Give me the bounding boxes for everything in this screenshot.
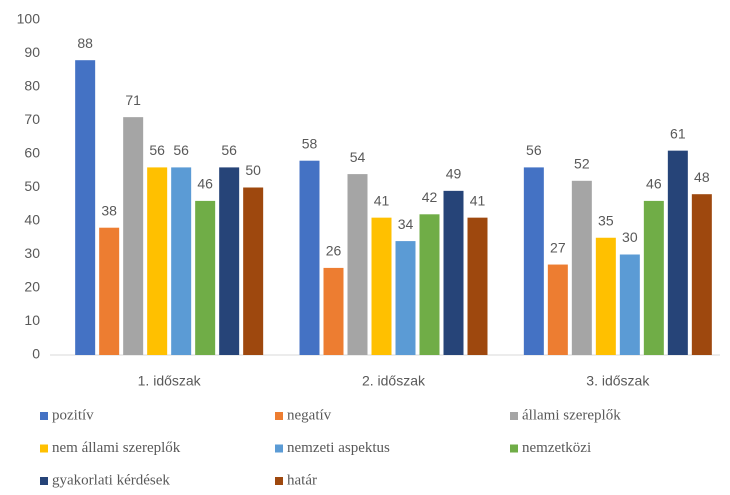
x-tick-label: 3. időszak (586, 373, 650, 389)
data-label: 52 (574, 156, 590, 172)
legend-label: gyakorlati kérdések (52, 472, 170, 488)
y-tick-label: 0 (32, 346, 40, 362)
legend-swatch (510, 412, 518, 420)
bar (323, 267, 344, 355)
data-label: 30 (622, 229, 638, 245)
legend-label: határ (287, 472, 317, 488)
data-label: 46 (646, 176, 662, 192)
data-label: 41 (374, 192, 390, 208)
bar (99, 227, 120, 355)
data-label: 34 (398, 216, 414, 232)
data-label: 56 (173, 142, 189, 158)
legend-swatch (40, 412, 48, 420)
data-label: 56 (221, 142, 237, 158)
legend-label: nem állami szereplők (52, 440, 181, 456)
y-tick-label: 100 (17, 11, 41, 27)
bar (691, 194, 712, 355)
x-tick-label: 2. időszak (362, 373, 426, 389)
legend-swatch (275, 412, 283, 420)
bar (243, 187, 264, 355)
bar (195, 200, 216, 355)
data-label: 56 (526, 142, 542, 158)
y-tick-label: 70 (24, 111, 40, 127)
bar (667, 150, 688, 355)
bar (595, 237, 616, 355)
y-tick-label: 10 (24, 312, 40, 328)
data-label: 58 (302, 135, 318, 151)
bar (571, 180, 592, 355)
legend-swatch (275, 477, 283, 485)
data-label: 48 (694, 169, 710, 185)
data-label: 26 (326, 243, 342, 259)
y-tick-label: 50 (24, 178, 40, 194)
data-label: 42 (422, 189, 438, 205)
bar (299, 160, 320, 355)
y-tick-label: 40 (24, 212, 40, 228)
data-label: 41 (470, 192, 486, 208)
y-tick-label: 90 (24, 44, 40, 60)
data-label: 88 (77, 35, 93, 51)
bar (547, 264, 568, 355)
y-tick-label: 20 (24, 279, 40, 295)
data-label: 54 (350, 149, 366, 165)
data-label: 27 (550, 239, 566, 255)
bar (443, 190, 464, 355)
data-label: 56 (149, 142, 165, 158)
bar (467, 217, 488, 355)
y-tick-label: 60 (24, 145, 40, 161)
bar (171, 167, 192, 355)
legend-swatch (510, 444, 518, 453)
bar (219, 167, 240, 355)
y-tick-label: 30 (24, 245, 40, 261)
bar (347, 174, 368, 355)
data-label: 49 (446, 166, 462, 182)
legend-label: pozitív (52, 407, 94, 423)
bar (147, 167, 168, 355)
legend-swatch (40, 444, 48, 453)
data-label: 46 (197, 176, 213, 192)
data-label: 38 (101, 202, 117, 218)
bar (395, 241, 416, 355)
legend-swatch (275, 444, 283, 453)
bar (371, 217, 392, 355)
legend-label: nemzetközi (522, 440, 591, 456)
x-tick-label: 1. időszak (138, 373, 202, 389)
data-label: 50 (245, 162, 261, 178)
bar (523, 167, 544, 355)
y-tick-label: 80 (24, 78, 40, 94)
data-label: 61 (670, 125, 686, 141)
bar (419, 214, 440, 355)
bar (123, 117, 144, 356)
bar (75, 60, 96, 355)
bar (619, 254, 640, 355)
bar (643, 200, 664, 355)
legend-label: állami szereplők (522, 407, 621, 423)
legend-label: nemzeti aspektus (287, 440, 390, 456)
legend-swatch (40, 477, 48, 485)
data-label: 35 (598, 212, 614, 228)
data-label: 71 (125, 92, 141, 108)
legend-label: negatív (287, 407, 332, 423)
